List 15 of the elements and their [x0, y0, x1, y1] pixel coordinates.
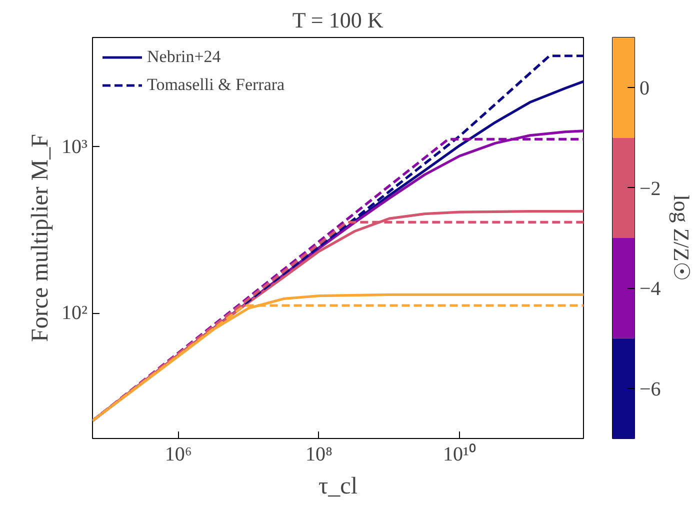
x-axis-title: τ_cl	[318, 474, 358, 500]
legend-label: Tomaselli & Ferrara	[147, 75, 285, 95]
color-bar-title: log Z/Z☉	[668, 194, 694, 282]
y-tick-label: 10²	[62, 302, 88, 324]
x-tick-label: 10¹⁰	[443, 442, 476, 466]
legend-label: Nebrin+24	[147, 47, 221, 67]
y-tick-label: 10³	[62, 136, 88, 158]
chart-title: T = 100 K	[292, 8, 384, 32]
x-tick-label: 10⁶	[164, 444, 192, 466]
color-bar-label: −6	[640, 378, 661, 400]
color-bar-label: −4	[640, 278, 661, 300]
color-bar-label: −2	[640, 178, 661, 200]
y-axis-title: Force multiplier M_F	[28, 134, 54, 342]
x-tick-label: 10⁸	[305, 444, 332, 466]
color-bar-label: 0	[640, 78, 650, 100]
